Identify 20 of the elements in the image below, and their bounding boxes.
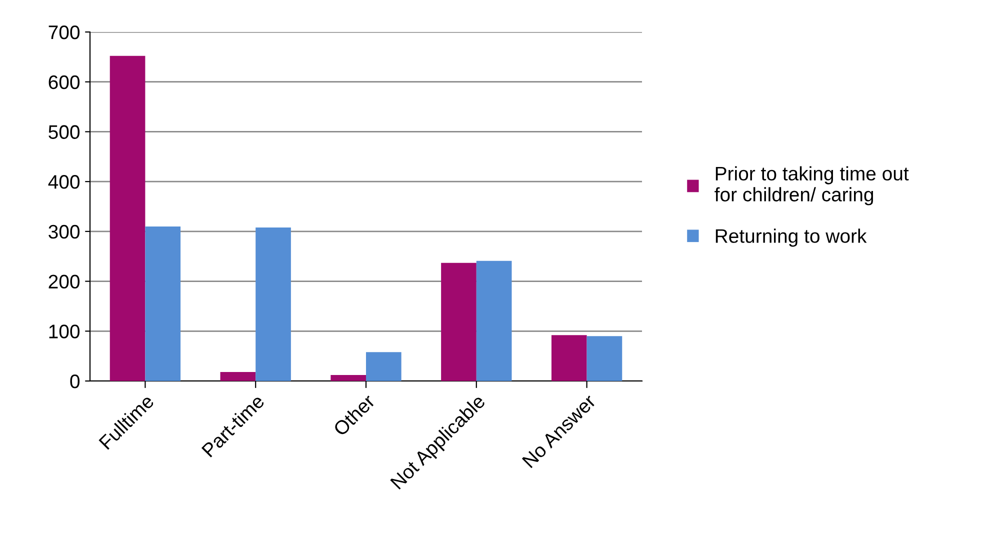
bar — [366, 352, 402, 381]
y-tick-label: 300 — [48, 224, 80, 239]
bar — [551, 335, 587, 381]
bar — [145, 226, 181, 381]
legend-label: Prior to taking time out for children/ caring — [714, 166, 909, 206]
y-tick-label: 400 — [48, 175, 80, 189]
bar — [256, 227, 291, 381]
legend-label: Returning to work — [716, 228, 867, 247]
y-tick-label: 600 — [48, 75, 80, 90]
y-tick-label: 100 — [49, 324, 80, 338]
bar — [586, 336, 622, 381]
y-tick-label: 500 — [48, 125, 80, 139]
bar — [441, 262, 476, 381]
y-tick-label: 700 — [48, 25, 80, 40]
bar — [110, 56, 146, 381]
y-tick-label: 200 — [48, 274, 80, 289]
bar — [220, 372, 256, 381]
bar — [330, 375, 366, 381]
y-tick-label: 0 — [70, 374, 80, 388]
bar — [476, 260, 512, 381]
